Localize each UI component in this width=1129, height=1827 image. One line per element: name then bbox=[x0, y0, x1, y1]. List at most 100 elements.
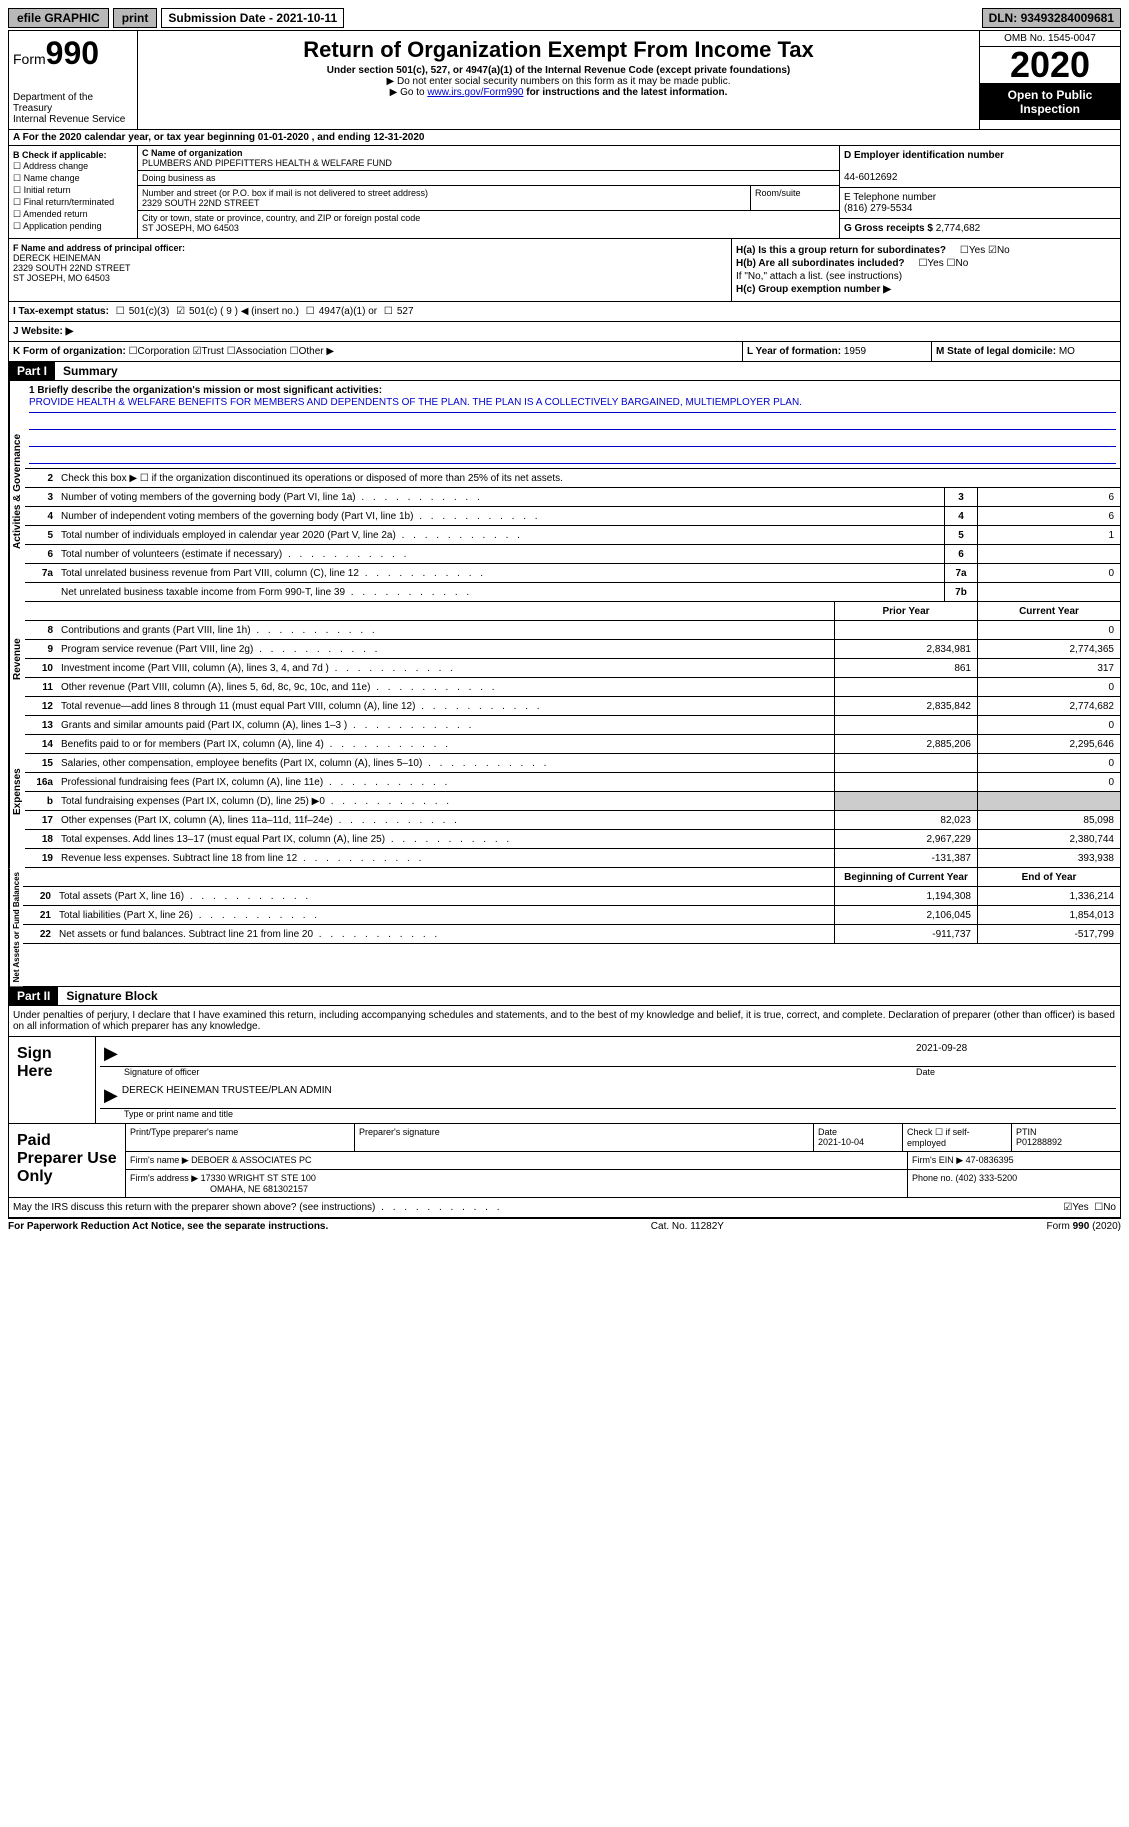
line-10: 10 Investment income (Part VIII, column … bbox=[25, 659, 1120, 678]
form-title: Return of Organization Exempt From Incom… bbox=[142, 37, 975, 63]
mission-blank1 bbox=[29, 413, 1116, 430]
col-d: D Employer identification number 44-6012… bbox=[839, 146, 1120, 238]
discuss-yes: Yes bbox=[1072, 1202, 1088, 1213]
col-prior-year: Prior Year bbox=[834, 602, 977, 620]
prep-self-employed: Check ☐ if self-employed bbox=[903, 1124, 1012, 1151]
signature-section: Under penalties of perjury, I declare th… bbox=[8, 1006, 1121, 1218]
header-center: Return of Organization Exempt From Incom… bbox=[138, 31, 979, 129]
prep-sig-label: Preparer's signature bbox=[355, 1124, 814, 1151]
cb-application[interactable]: ☐ Application pending bbox=[13, 221, 133, 232]
vert-expenses: Expenses bbox=[9, 716, 25, 868]
room-label: Room/suite bbox=[751, 186, 839, 210]
sig-officer-label: Signature of officer bbox=[100, 1067, 916, 1077]
part2-title: Signature Block bbox=[58, 987, 165, 1005]
city-row: City or town, state or province, country… bbox=[138, 211, 839, 235]
officer-addr1: 2329 SOUTH 22ND STREET bbox=[13, 263, 131, 273]
line-22: 22 Net assets or fund balances. Subtract… bbox=[23, 925, 1120, 944]
mission-text: PROVIDE HEALTH & WELFARE BENEFITS FOR ME… bbox=[29, 396, 1116, 413]
ptin-label: PTIN bbox=[1016, 1127, 1037, 1137]
header-left: Form990 Department of the Treasury Inter… bbox=[9, 31, 138, 129]
city-value: ST JOSEPH, MO 64503 bbox=[142, 223, 239, 233]
ha-row: H(a) Is this a group return for subordin… bbox=[736, 245, 1116, 256]
line-16a: 16a Professional fundraising fees (Part … bbox=[25, 773, 1120, 792]
firm-ein: 47-0836395 bbox=[966, 1155, 1014, 1165]
ein-value: 44-6012692 bbox=[844, 172, 897, 183]
org-name: PLUMBERS AND PIPEFITTERS HEALTH & WELFAR… bbox=[142, 158, 392, 168]
c-name-label: C Name of organization bbox=[142, 148, 243, 158]
footer: For Paperwork Reduction Act Notice, see … bbox=[8, 1218, 1121, 1234]
ein-row: D Employer identification number 44-6012… bbox=[840, 146, 1120, 188]
line-8: 8 Contributions and grants (Part VIII, l… bbox=[25, 621, 1120, 640]
line-7b: Net unrelated business taxable income fr… bbox=[25, 583, 1120, 602]
officer-addr2: ST JOSEPH, MO 64503 bbox=[13, 273, 110, 283]
firm-name-label: Firm's name ▶ bbox=[130, 1155, 191, 1165]
line-20: 20 Total assets (Part X, line 16) 1,194,… bbox=[23, 887, 1120, 906]
cb-final-return[interactable]: ☐ Final return/terminated bbox=[13, 197, 133, 208]
col-begin-year: Beginning of Current Year bbox=[834, 868, 977, 886]
gross-value: 2,774,682 bbox=[936, 223, 981, 234]
mission-block: 1 Briefly describe the organization's mi… bbox=[25, 381, 1120, 469]
discuss-row: May the IRS discuss this return with the… bbox=[9, 1197, 1120, 1217]
phone-row: E Telephone number (816) 279-5534 bbox=[840, 188, 1120, 219]
form-header: Form990 Department of the Treasury Inter… bbox=[8, 30, 1121, 130]
sig-date-value: 2021-09-28 bbox=[916, 1043, 1116, 1064]
line-b: b Total fundraising expenses (Part IX, c… bbox=[25, 792, 1120, 811]
paid-preparer-label: Paid Preparer Use Only bbox=[9, 1124, 126, 1197]
part1-header: Part I bbox=[9, 362, 55, 380]
cb-initial-return[interactable]: ☐ Initial return bbox=[13, 185, 133, 196]
line-17: 17 Other expenses (Part IX, column (A), … bbox=[25, 811, 1120, 830]
hb-row: H(b) Are all subordinates included? ☐Yes… bbox=[736, 258, 1116, 269]
form-subtitle: Under section 501(c), 527, or 4947(a)(1)… bbox=[142, 65, 975, 76]
firm-phone: (402) 333-5200 bbox=[956, 1173, 1018, 1183]
cb-name-change[interactable]: ☐ Name change bbox=[13, 173, 133, 184]
firm-addr2: OMAHA, NE 681302157 bbox=[130, 1184, 308, 1194]
part1-title: Summary bbox=[55, 362, 126, 380]
line-14: 14 Benefits paid to or for members (Part… bbox=[25, 735, 1120, 754]
ptin-value: P01288892 bbox=[1016, 1137, 1062, 1147]
gross-row: G Gross receipts $ 2,774,682 bbox=[840, 219, 1120, 238]
line-19: 19 Revenue less expenses. Subtract line … bbox=[25, 849, 1120, 868]
col-current-year: Current Year bbox=[977, 602, 1120, 620]
ein-label: D Employer identification number bbox=[844, 150, 1004, 161]
line-2: 2 Check this box ▶ ☐ if the organization… bbox=[25, 469, 1120, 488]
firm-ein-label: Firm's EIN ▶ bbox=[912, 1155, 966, 1165]
dept-treasury: Department of the Treasury bbox=[13, 92, 133, 114]
hc-row: H(c) Group exemption number ▶ bbox=[736, 284, 1116, 295]
topbar: efile GRAPHIC print Submission Date - 20… bbox=[8, 8, 1121, 28]
dln: DLN: 93493284009681 bbox=[982, 8, 1121, 28]
col-end-year: End of Year bbox=[977, 868, 1120, 886]
website-row: J Website: ▶ bbox=[8, 322, 1121, 342]
ssn-note: ▶ Do not enter social security numbers o… bbox=[142, 76, 975, 87]
print-button[interactable]: print bbox=[113, 8, 158, 28]
sign-here-label: Sign Here bbox=[9, 1037, 96, 1123]
firm-addr1: 17330 WRIGHT ST STE 100 bbox=[201, 1173, 316, 1183]
footer-catno: Cat. No. 11282Y bbox=[651, 1221, 724, 1232]
cb-address-change[interactable]: ☐ Address change bbox=[13, 161, 133, 172]
governance-section: Activities & Governance 1 Briefly descri… bbox=[8, 381, 1121, 602]
rev-header-row: Prior Year Current Year bbox=[25, 602, 1120, 621]
col-c: C Name of organization PLUMBERS AND PIPE… bbox=[138, 146, 839, 238]
officer-name: DERECK HEINEMAN bbox=[13, 253, 101, 263]
cb-amended[interactable]: ☐ Amended return bbox=[13, 209, 133, 220]
efile-label: efile GRAPHIC bbox=[8, 8, 109, 28]
gross-label: G Gross receipts $ bbox=[844, 223, 936, 234]
netassets-section: Net Assets or Fund Balances Beginning of… bbox=[8, 868, 1121, 987]
officer-signature[interactable] bbox=[122, 1043, 916, 1064]
header-right: OMB No. 1545-0047 2020 Open to Public In… bbox=[979, 31, 1120, 129]
col-h: H(a) Is this a group return for subordin… bbox=[732, 239, 1120, 301]
mission-blank2 bbox=[29, 430, 1116, 447]
form-number: 990 bbox=[46, 35, 99, 71]
goto-note: ▶ Go to www.irs.gov/Form990 for instruct… bbox=[142, 87, 975, 98]
revenue-section: Revenue Prior Year Current Year 8 Contri… bbox=[8, 602, 1121, 716]
line-21: 21 Total liabilities (Part X, line 26) 2… bbox=[23, 906, 1120, 925]
submission-date: Submission Date - 2021-10-11 bbox=[161, 8, 344, 28]
part1-bar: Part I Summary bbox=[8, 362, 1121, 381]
line-13: 13 Grants and similar amounts paid (Part… bbox=[25, 716, 1120, 735]
org-name-row: C Name of organization PLUMBERS AND PIPE… bbox=[138, 146, 839, 171]
f-label: F Name and address of principal officer: bbox=[13, 243, 185, 253]
irs-link[interactable]: www.irs.gov/Form990 bbox=[427, 87, 523, 98]
city-label: City or town, state or province, country… bbox=[142, 213, 420, 223]
arrow-icon: ▶ bbox=[100, 1085, 122, 1106]
line-6: 6 Total number of volunteers (estimate i… bbox=[25, 545, 1120, 564]
addr-label: Number and street (or P.O. box if mail i… bbox=[142, 188, 428, 198]
